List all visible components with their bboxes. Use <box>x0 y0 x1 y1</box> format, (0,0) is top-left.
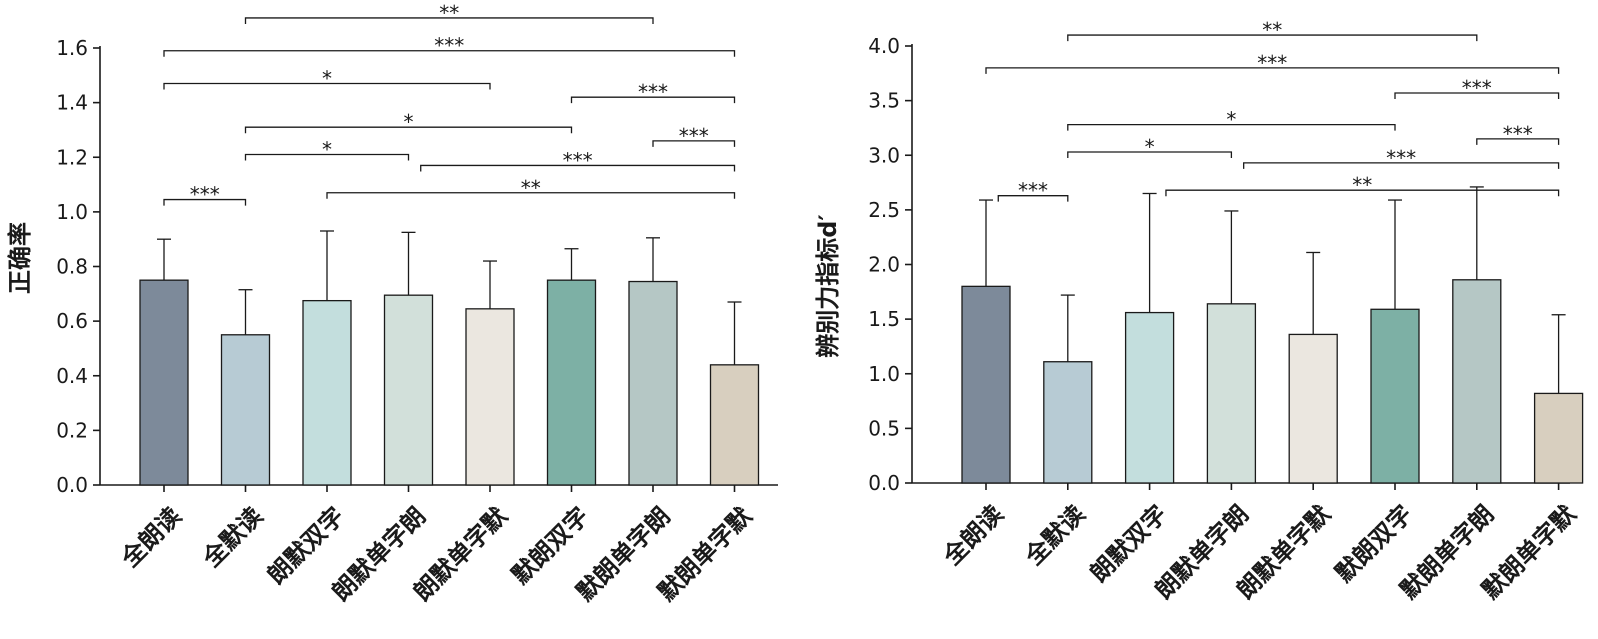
significance-label: *** <box>1462 76 1492 100</box>
y-tick-label: 0.8 <box>56 255 88 279</box>
y-tick-label: 0.2 <box>56 418 88 442</box>
bar-6 <box>1370 308 1420 484</box>
significance-label: *** <box>1257 51 1287 75</box>
significance-bracket <box>163 82 491 90</box>
y-axis-label: 辨别力指标d′ <box>814 214 842 358</box>
significance-bracket <box>1067 124 1396 131</box>
y-tick-label: 0.0 <box>56 473 88 497</box>
y-tick-label: 0.4 <box>56 364 88 388</box>
significance-bracket <box>1067 34 1478 42</box>
significance-bracket <box>420 164 736 172</box>
significance-label: * <box>1145 135 1155 159</box>
significance-label: * <box>322 67 332 91</box>
y-tick-label: 0.5 <box>868 416 900 440</box>
significance-bracket <box>652 140 736 147</box>
bar-1 <box>961 285 1011 484</box>
bar-5 <box>1288 333 1338 484</box>
bar-3 <box>1124 311 1175 484</box>
significance-label: ** <box>1262 18 1282 42</box>
bar-4 <box>1206 303 1257 484</box>
y-tick-label: 1.2 <box>56 145 88 169</box>
significance-bracket <box>1476 138 1560 145</box>
bar-4 <box>383 294 434 486</box>
y-tick-label: 2.5 <box>868 198 900 222</box>
significance-label: *** <box>1503 122 1533 146</box>
significance-label: *** <box>679 124 709 148</box>
y-tick-label: 3.0 <box>868 143 900 167</box>
y-tick-label: 1.0 <box>868 362 900 386</box>
significance-bracket <box>1394 92 1560 99</box>
significance-bracket <box>244 153 410 161</box>
bar-2 <box>1043 361 1093 484</box>
significance-bracket <box>244 17 654 24</box>
y-tick-label: 3.5 <box>868 89 900 113</box>
significance-bracket <box>1165 189 1560 197</box>
category-label: 全朗读 <box>115 502 186 573</box>
category-label: 全默读 <box>197 502 268 573</box>
bar-7 <box>628 280 678 486</box>
bar-8 <box>709 364 760 486</box>
bar-7 <box>1452 279 1502 484</box>
significance-bracket <box>1243 162 1560 169</box>
significance-bracket <box>1067 151 1233 158</box>
significance-label: *** <box>1386 146 1416 170</box>
chart-discriminability: 0.0 0.5 1.0 1.5 2.0 2.5 3.0 3.5 4.0 辨别力指标d′ 全朗读 全默读… <box>814 18 1584 605</box>
significance-label: *** <box>190 183 220 207</box>
significance-bracket <box>985 67 1560 74</box>
y-tick-label: 0.6 <box>56 309 88 333</box>
y-tick-label: 1.4 <box>56 91 88 115</box>
y-tick-label: 4.0 <box>868 34 900 58</box>
significance-bracket <box>163 50 736 57</box>
significance-label: ** <box>439 1 459 25</box>
significance-bracket <box>997 195 1069 202</box>
bar-5 <box>465 308 515 486</box>
significance-label: * <box>1226 108 1236 132</box>
y-tick-label: 1.5 <box>868 307 900 331</box>
significance-label: *** <box>1018 179 1048 203</box>
bar-3 <box>302 299 352 486</box>
significance-label: ** <box>1352 173 1372 197</box>
significance-bracket <box>163 198 247 206</box>
y-tick-label: 0.0 <box>868 471 900 495</box>
category-label: 全默读 <box>1019 500 1090 571</box>
bar-6 <box>546 279 597 486</box>
y-tick-label: 1.6 <box>56 36 88 60</box>
significance-label: *** <box>638 80 668 104</box>
significance-bracket <box>570 96 736 104</box>
y-axis-label: 正确率 <box>6 222 34 294</box>
y-tick-label: 1.0 <box>56 200 88 224</box>
bar-8 <box>1533 392 1584 484</box>
significance-label: * <box>404 110 414 134</box>
category-label: 全朗读 <box>937 500 1008 571</box>
significance-label: *** <box>563 148 593 172</box>
significance-label: ** <box>521 176 541 200</box>
significance-bracket <box>244 126 573 134</box>
y-tick-label: 2.0 <box>868 253 900 277</box>
bar-1 <box>139 279 189 486</box>
significance-bracket <box>326 192 736 199</box>
bar-2 <box>220 334 271 486</box>
significance-label: * <box>322 138 332 162</box>
significance-label: *** <box>434 34 464 58</box>
